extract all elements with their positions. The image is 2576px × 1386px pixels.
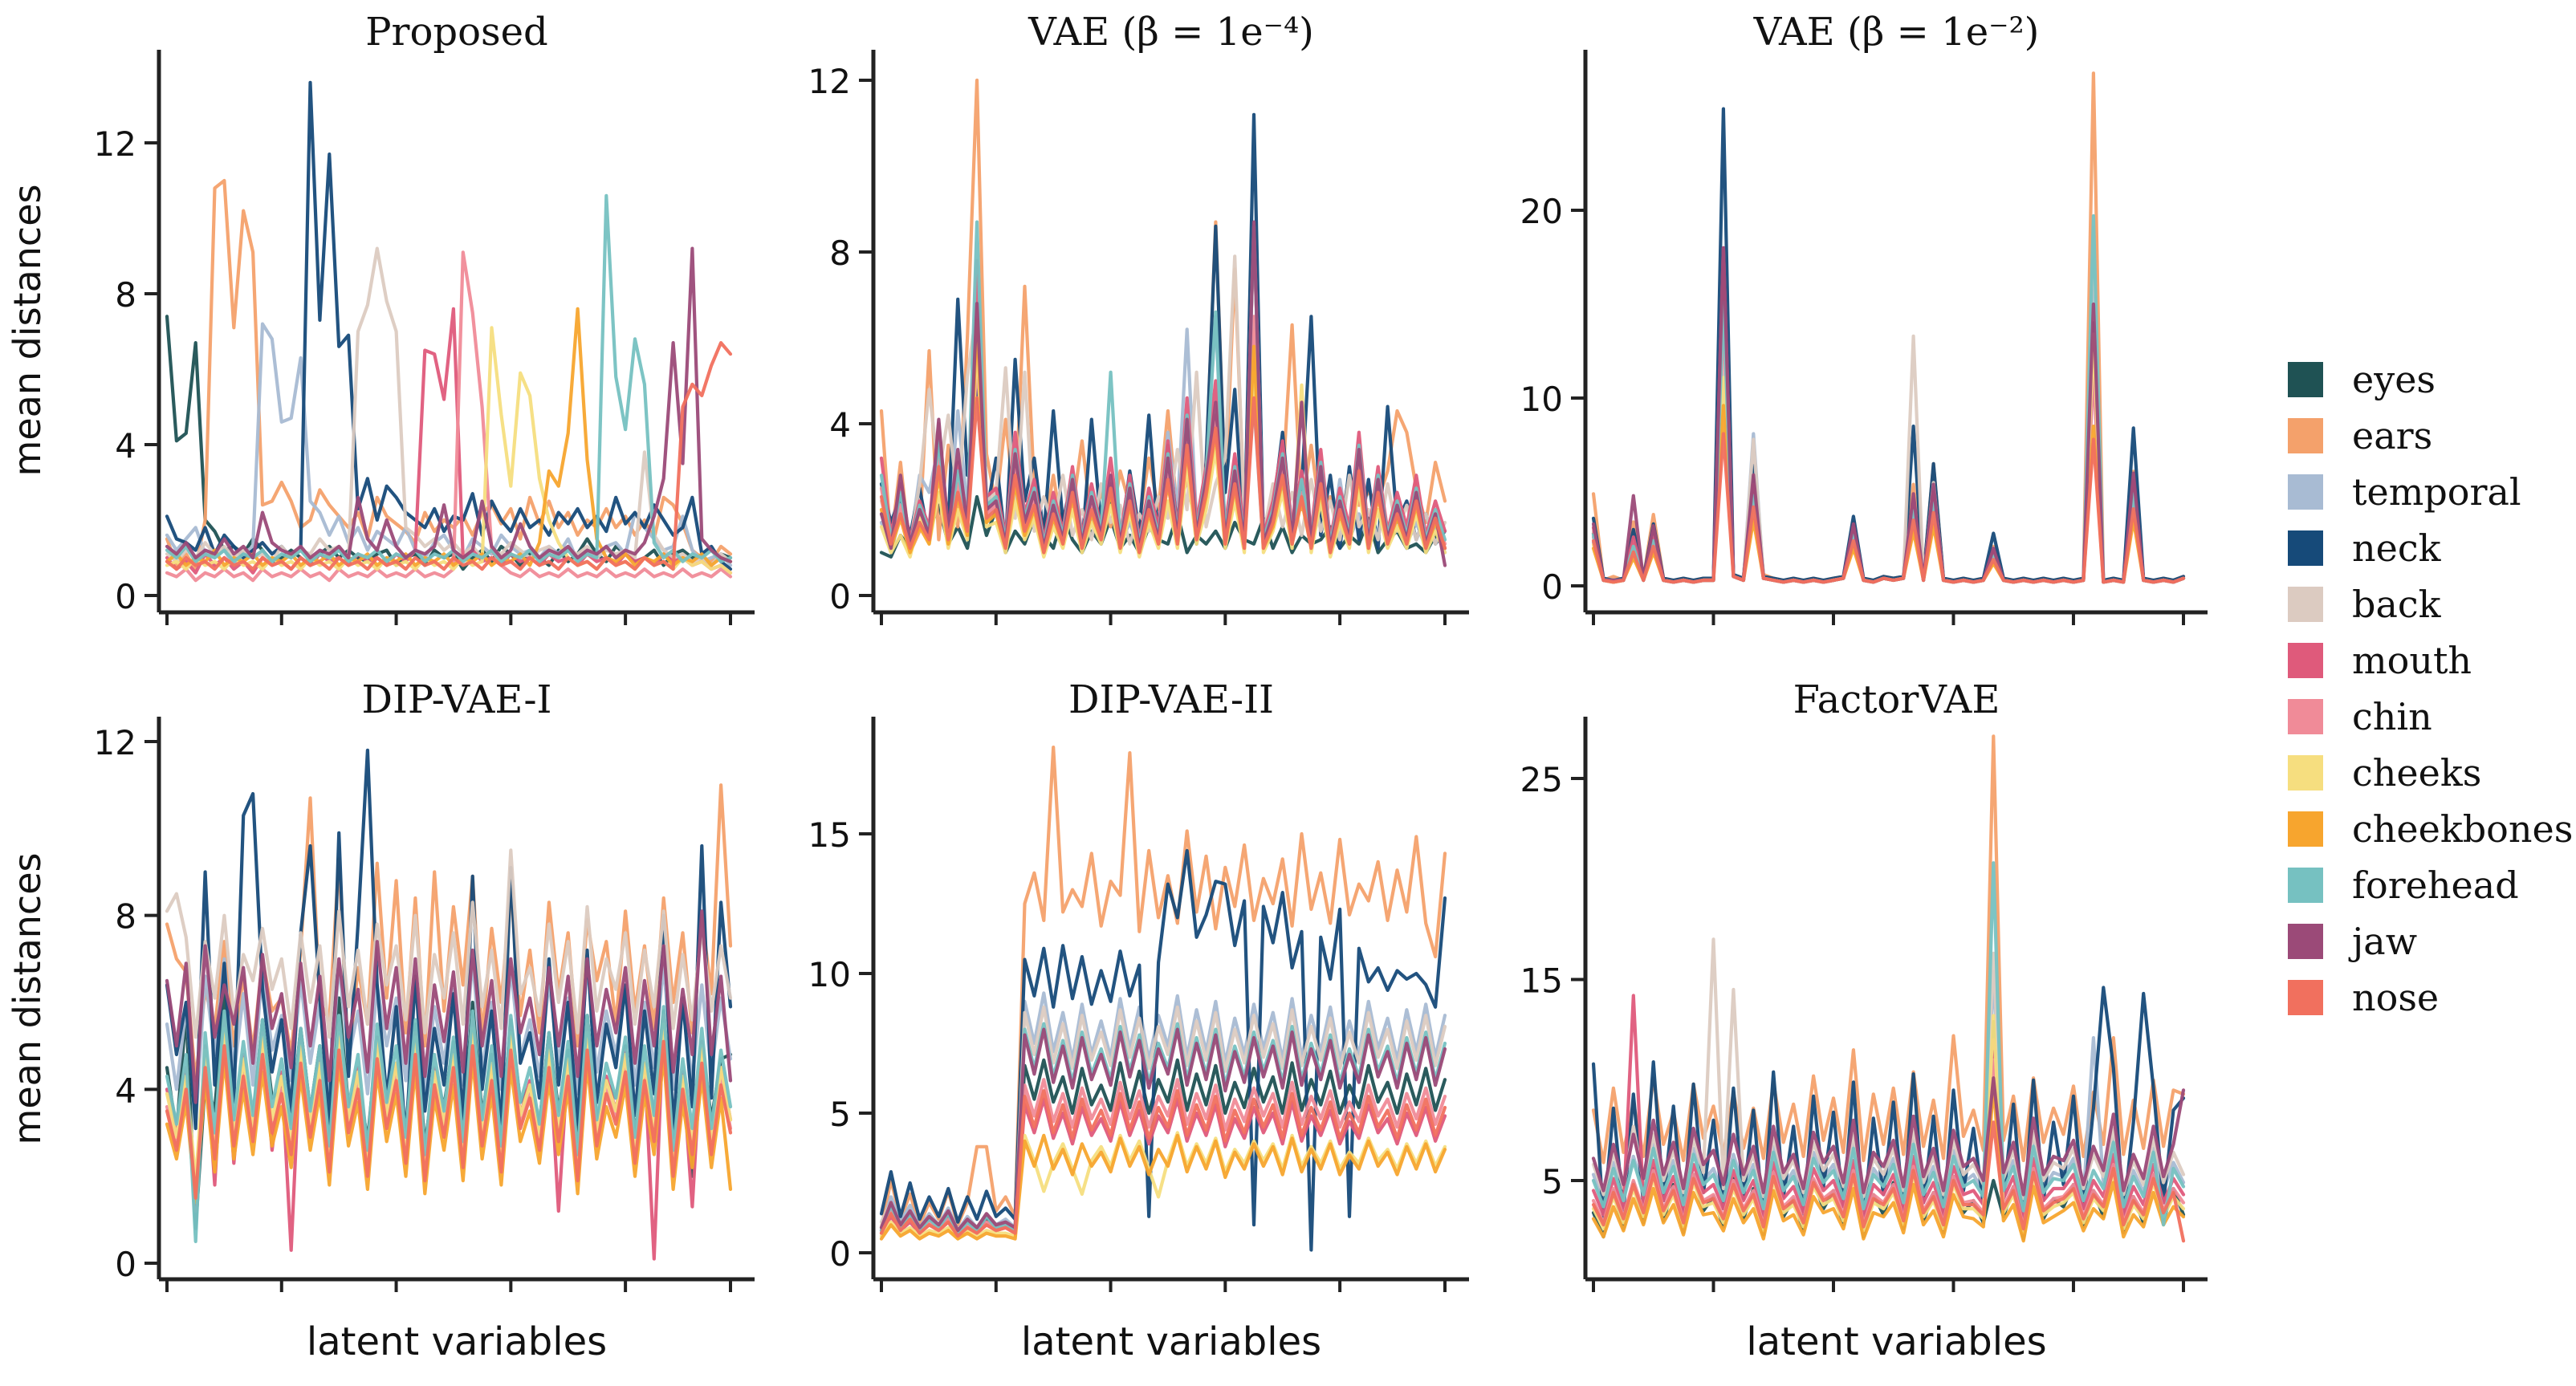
legend-label-ears: ears (2352, 414, 2432, 457)
legend-swatch-cheeks (2288, 755, 2323, 791)
legend-swatch-eyes (2288, 362, 2323, 397)
chart-panel-6: FactorVAE 5 15 25 latent variables (1520, 677, 2208, 1364)
series-line-forehead (165, 193, 733, 563)
legend-label-nose: nose (2352, 976, 2439, 1019)
chart-panel-4: DIP-VAE-I 0 4 8 12 mean distances latent varia… (6, 677, 755, 1364)
legend-swatch-neck (2288, 530, 2323, 566)
legend-swatch-cheekbones (2288, 811, 2323, 847)
series-line-cheekbones (1591, 404, 2186, 584)
series-line-jaw (1591, 1076, 2186, 1197)
series-line-jaw (165, 909, 733, 1104)
x-axis-label: latent variables (307, 1319, 607, 1364)
y-tick-label: 12 (94, 124, 136, 164)
chart-panel-2: VAE (β = 1e⁻⁴) 0 4 8 12 (808, 10, 1469, 625)
series-line-cheekbones (165, 307, 733, 567)
y-tick-label: 4 (829, 405, 851, 445)
y-tick-label: 0 (829, 1234, 851, 1274)
series-line-nose (879, 396, 1447, 555)
series-line-forehead (165, 1005, 733, 1244)
chart-title: FactorVAE (1793, 677, 2000, 722)
y-tick-label: 25 (1520, 760, 1563, 799)
legend-swatch-temporal (2288, 474, 2323, 510)
series-line-nose (879, 1089, 1447, 1238)
series-line-cheekbones (1591, 1082, 2186, 1243)
legend-label-back: back (2352, 583, 2442, 626)
legend-swatch-mouth (2288, 643, 2323, 678)
y-tick-label: 0 (115, 1245, 136, 1284)
y-tick-label: 5 (829, 1095, 851, 1134)
y-tick-label: 8 (115, 897, 136, 937)
y-tick-label: 15 (1520, 961, 1563, 1001)
y-tick-label: 0 (1541, 567, 1563, 607)
chart-panel-3: VAE (β = 1e⁻²) 0 10 20 (1520, 10, 2208, 625)
series-line-back (165, 246, 733, 567)
y-axis-label: mean distances (6, 185, 49, 477)
x-axis-label: latent variables (1021, 1319, 1321, 1364)
legend: eyes ears temporal neck back mouth chin cheeks c… (2288, 358, 2573, 1019)
legend-swatch-jaw (2288, 924, 2323, 959)
series-line-forehead (879, 1022, 1447, 1235)
series-line-neck (165, 80, 733, 571)
series-line-forehead (1591, 861, 2186, 1227)
y-tick-label: 20 (1520, 192, 1563, 231)
series-line-nose (1591, 432, 2186, 584)
panels: Proposed 0 4 8 12 mean distances VAE (β = 1e⁻⁴… (6, 10, 2208, 1364)
y-tick-label: 0 (115, 577, 136, 616)
y-tick-label: 12 (808, 62, 851, 101)
y-tick-label: 4 (115, 1071, 136, 1110)
legend-swatch-ears (2288, 418, 2323, 453)
series-line-jaw (165, 246, 733, 563)
y-tick-label: 12 (94, 723, 136, 762)
chart-panel-5: DIP-VAE-II 0 5 10 15 latent variables (808, 677, 1469, 1364)
y-tick-label: 10 (808, 955, 851, 994)
legend-label-cheekbones: cheekbones (2352, 807, 2573, 851)
series-line-nose (165, 341, 733, 571)
legend-swatch-back (2288, 587, 2323, 622)
legend-label-eyes: eyes (2352, 358, 2436, 401)
legend-swatch-nose (2288, 980, 2323, 1015)
legend-label-temporal: temporal (2352, 470, 2521, 514)
series-line-ears (165, 178, 733, 571)
chart-title: DIP-VAE-I (361, 677, 551, 722)
series-line-back (165, 848, 733, 1039)
legend-label-chin: chin (2352, 695, 2432, 738)
series-line-jaw (879, 1027, 1447, 1233)
y-axis-label: mean distances (6, 853, 49, 1145)
y-tick-label: 10 (1520, 380, 1563, 419)
legend-swatch-forehead (2288, 868, 2323, 903)
legend-swatch-chin (2288, 699, 2323, 734)
legend-label-neck: neck (2352, 526, 2442, 570)
series-line-mouth (1591, 994, 2186, 1221)
y-tick-label: 8 (829, 234, 851, 273)
chart-title: DIP-VAE-II (1068, 677, 1274, 722)
chart-title: Proposed (365, 10, 548, 55)
y-tick-label: 5 (1541, 1162, 1563, 1201)
chart-panel-1: Proposed 0 4 8 12 mean distances (6, 10, 755, 625)
y-tick-label: 0 (829, 577, 851, 616)
legend-label-forehead: forehead (2352, 864, 2519, 907)
legend-label-jaw: jaw (2348, 920, 2417, 963)
x-axis-label: latent variables (1746, 1319, 2046, 1364)
series-line-chin (165, 250, 733, 583)
series-line-nose (1591, 1120, 2186, 1243)
y-tick-label: 4 (115, 426, 136, 465)
legend-label-cheeks: cheeks (2352, 751, 2481, 795)
chart-title: VAE (β = 1e⁻⁴) (1028, 10, 1314, 55)
series-line-nose (165, 1039, 733, 1200)
y-tick-label: 15 (808, 815, 851, 855)
series-line-cheeks (879, 1131, 1447, 1241)
series-line-ears (879, 745, 1447, 1230)
y-tick-label: 8 (115, 275, 136, 315)
chart-title: VAE (β = 1e⁻²) (1753, 10, 2040, 55)
series-line-neck (879, 848, 1447, 1252)
legend-label-mouth: mouth (2352, 639, 2472, 682)
series-line-cheekbones (879, 1133, 1447, 1241)
